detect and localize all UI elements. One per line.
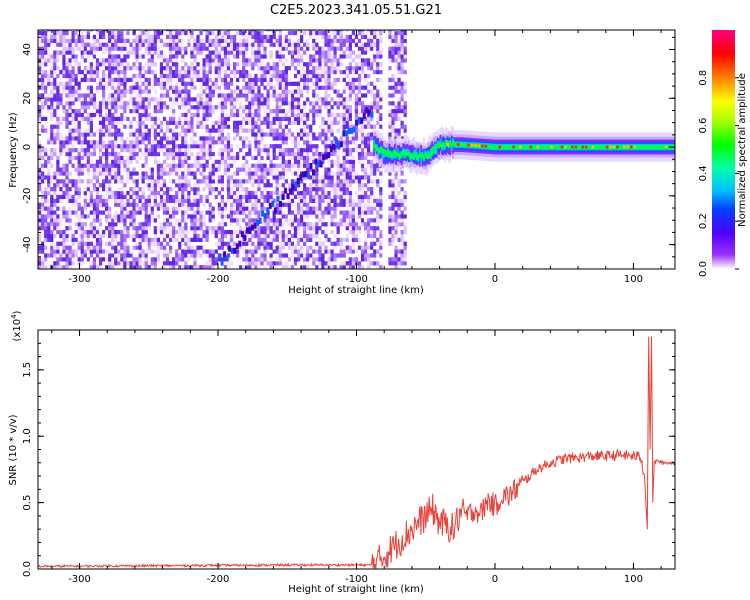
spectrogram-x-tick-label: -100: [345, 274, 368, 285]
spectrogram-y-tick-label: -20: [22, 188, 33, 204]
colorbar: 0.0 0.2 0.4 0.6 0.8 Normalized spectral ampl…: [698, 30, 748, 277]
colorbar-tick-label: 0.6: [698, 118, 709, 134]
snr-panel: -300 -200 -100 0 100 0.0 0.5 1.0 1.5 Height of s…: [8, 310, 676, 595]
snr-frame: [37, 329, 676, 570]
colorbar-label: Normalized spectral amplitude: [737, 73, 748, 227]
chart-title: C2E5.2023.341.05.51.G21: [270, 3, 442, 18]
spectrogram-y-label: Frequency (Hz): [8, 112, 19, 188]
snr-y-tick-label: 0.5: [22, 495, 33, 511]
colorbar-tick-label: 0.4: [698, 165, 709, 181]
snr-x-label: Height of straight line (km): [288, 584, 424, 595]
snr-y-tick-label: 1.0: [22, 428, 33, 444]
spectrogram-cells: [38, 30, 675, 269]
colorbar-gradient: [712, 30, 735, 269]
spectrogram-x-tick-label: -200: [207, 274, 230, 285]
snr-x-tick-label: -100: [345, 574, 368, 585]
snr-x-tick-label: 100: [624, 574, 643, 585]
spectrogram-x-tick-label: 0: [492, 274, 498, 285]
snr-y-label: SNR (10 * v/v): [8, 414, 19, 485]
snr-y-multiplier: (x104): [10, 310, 23, 341]
snr-y-tick-label: 1.5: [22, 362, 33, 378]
spectrogram-x-label: Height of straight line (km): [288, 285, 424, 296]
snr-x-tick-label: -300: [68, 574, 91, 585]
colorbar-ticks: 0.0 0.2 0.4 0.6 0.8: [698, 70, 739, 277]
spectrogram-y-tick-label: 20: [22, 92, 33, 105]
spectrogram-y-tick-label: 0: [22, 144, 33, 150]
snr-series-line: [38, 336, 675, 569]
snr-x-tick-label: -200: [207, 574, 230, 585]
spectrogram-y-tick-label: 40: [22, 43, 33, 56]
snr-y-tick-label: 0.0: [22, 561, 33, 577]
spectrogram-y-tick-label: -40: [22, 236, 33, 252]
snr-ticks: -300 -200 -100 0 100 0.0 0.5 1.0 1.5: [22, 330, 675, 585]
colorbar-tick-label: 0.8: [698, 70, 709, 86]
spectrogram-x-tick-label: -300: [68, 274, 91, 285]
spectrogram-x-tick-label: 100: [624, 274, 643, 285]
colorbar-tick-label: 0.0: [698, 261, 709, 277]
snr-x-tick-label: 0: [492, 574, 498, 585]
colorbar-tick-label: 0.2: [698, 213, 709, 229]
